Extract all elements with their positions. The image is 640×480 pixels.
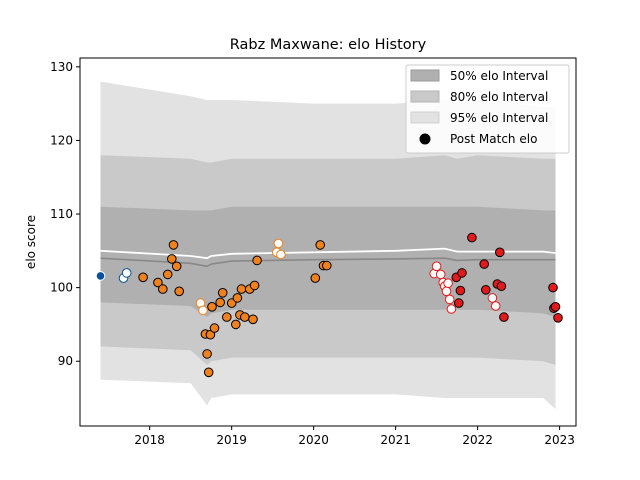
y-axis-label: elo score — [24, 215, 38, 269]
data-point-s2-28 — [315, 240, 326, 250]
data-point-s4-2 — [435, 269, 446, 280]
legend-swatch-50 — [410, 69, 440, 82]
legend: 50% elo Interval 80% elo Interval 95% el… — [405, 64, 570, 154]
data-point-s2-3 — [162, 269, 173, 280]
data-point-s5-6 — [481, 285, 491, 295]
data-point-s4-10 — [490, 301, 501, 311]
data-point-s0-0 — [95, 271, 106, 281]
legend-label-80: 80% elo Interval — [450, 90, 548, 104]
x-tick-label-2021: 2021 — [380, 433, 411, 447]
x-axis: 2018 2019 2020 2021 2022 2023 — [134, 426, 575, 447]
data-point-s2-0 — [138, 272, 148, 283]
data-point-s5-14 — [553, 313, 563, 323]
data-point-s5-8 — [495, 247, 505, 258]
data-point-s2-6 — [171, 261, 182, 272]
legend-swatch-95 — [410, 111, 440, 124]
y-tick-label-130: 130 — [50, 60, 73, 74]
x-tick-label-2022: 2022 — [462, 433, 493, 447]
data-point-s2-14 — [215, 297, 225, 308]
x-tick-label-2019: 2019 — [216, 433, 247, 447]
y-tick-label-120: 120 — [50, 133, 73, 147]
mean-line — [100, 247, 556, 260]
data-point-s4-8 — [446, 304, 457, 314]
data-point-s2-16 — [222, 312, 232, 322]
data-point-s2-15 — [217, 288, 228, 298]
data-point-s5-11 — [548, 282, 558, 293]
data-point-s5-13 — [550, 302, 561, 312]
data-point-s4-9 — [487, 293, 498, 303]
data-point-s5-3 — [457, 268, 467, 278]
plot-frame — [79, 57, 577, 427]
legend-label-post-match: Post Match elo — [450, 132, 537, 146]
data-point-s2-27 — [310, 273, 321, 283]
data-point-s5-2 — [455, 285, 466, 296]
data-point-s2-1 — [153, 277, 163, 288]
legend-label-95: 95% elo Interval — [450, 111, 548, 125]
data-point-s5-10 — [499, 312, 509, 322]
data-point-s3-3 — [273, 238, 284, 249]
legend-frame — [405, 64, 570, 154]
data-point-s2-18 — [231, 319, 241, 330]
data-point-s4-1 — [431, 261, 442, 272]
data-point-s1-1 — [121, 268, 132, 278]
data-point-s5-4 — [467, 232, 477, 243]
legend-label-50: 50% elo Interval — [450, 69, 548, 83]
data-point-s2-24 — [248, 314, 258, 325]
data-point-s4-6 — [443, 278, 453, 289]
data-point-s2-25 — [249, 280, 260, 291]
y-tick-label-100: 100 — [50, 281, 73, 295]
x-tick-label-2023: 2023 — [544, 433, 575, 447]
data-point-s2-9 — [202, 349, 212, 359]
data-point-s3-1 — [198, 305, 208, 316]
data-point-s5-5 — [479, 259, 490, 269]
data-point-s2-21 — [236, 284, 247, 294]
data-point-s3-4 — [276, 249, 286, 260]
data-point-s2-13 — [209, 323, 220, 333]
chart-title: Rabz Maxwane: elo History — [230, 37, 427, 53]
x-tick-label-2020: 2020 — [298, 433, 329, 447]
data-point-s2-7 — [174, 286, 184, 297]
data-point-s2-12 — [207, 302, 217, 312]
data-point-s5-1 — [454, 298, 464, 308]
data-point-s2-22 — [240, 312, 250, 322]
x-tick-label-2018: 2018 — [134, 433, 165, 447]
plot-area — [95, 81, 563, 410]
data-point-s2-10 — [203, 367, 214, 378]
data-point-s4-5 — [441, 286, 452, 297]
data-point-s4-7 — [444, 294, 455, 305]
legend-swatch-80 — [410, 90, 440, 103]
y-axis: 90 100 110 120 130 — [50, 60, 80, 368]
y-tick-label-110: 110 — [50, 207, 73, 221]
median-line — [100, 257, 556, 268]
y-tick-label-90: 90 — [58, 354, 73, 368]
legend-marker-post-match — [419, 133, 431, 145]
data-point-s2-5 — [168, 240, 179, 250]
data-point-s2-26 — [252, 255, 262, 266]
data-point-s2-4 — [167, 254, 177, 264]
data-point-s2-2 — [158, 284, 168, 294]
data-point-s2-30 — [322, 260, 332, 271]
data-point-s2-19 — [232, 293, 243, 303]
data-point-s5-9 — [496, 281, 507, 292]
